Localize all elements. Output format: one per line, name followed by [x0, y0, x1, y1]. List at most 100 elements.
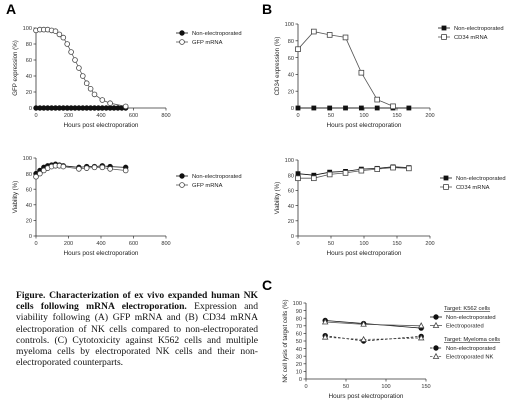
x-axis-title: Hours post electroporation	[327, 250, 402, 257]
y-tick-label: 80	[26, 172, 32, 178]
series-1	[295, 164, 412, 182]
y-tick-label: 100	[285, 22, 294, 28]
y-tick-label: 60	[288, 56, 294, 62]
panel-a-letter: A	[6, 1, 16, 17]
legend-label: GFP mRNA	[192, 183, 223, 189]
x-tick-label: 0	[34, 241, 37, 247]
y-axis-title: NK cell lysis of target cells (%)	[282, 299, 289, 382]
legend-label: Non-electroporated	[192, 31, 242, 37]
legend-marker	[443, 184, 449, 190]
data-point	[295, 46, 301, 52]
y-tick-label: 0	[29, 234, 32, 240]
data-point	[311, 105, 317, 111]
legend: Non-electroporated GFP mRNA	[176, 173, 242, 189]
y-axis-title: CD34 expression (%)	[274, 37, 281, 96]
data-point	[311, 175, 317, 182]
y-tick-label: 70	[296, 324, 302, 330]
x-tick-label: 150	[392, 241, 401, 247]
legend-marker	[179, 30, 185, 36]
legend-marker	[441, 25, 447, 31]
data-point	[326, 171, 333, 178]
legend-marker	[179, 173, 185, 179]
y-tick-label: 80	[296, 316, 302, 322]
x-tick-label: 0	[296, 241, 299, 247]
y-tick-label: 20	[288, 219, 294, 225]
y-tick-label: 0	[291, 106, 294, 112]
data-point	[83, 80, 90, 86]
x-tick-label: 0	[296, 113, 299, 119]
legend-label: Non-electroporated	[446, 315, 496, 321]
y-tick-label: 30	[296, 354, 302, 360]
caption-lead: Figure. Characterization of ex vivo expa…	[16, 290, 258, 313]
data-point	[33, 173, 39, 180]
data-point	[60, 163, 67, 170]
legend: Non-electroporated CD34 mRNA	[438, 25, 504, 41]
legend: Target: K562 cells Non-electroporated Elec…	[430, 306, 500, 361]
y-tick-label: 20	[296, 362, 302, 368]
x-tick-label: 200	[425, 241, 434, 247]
y-tick-label: 40	[296, 347, 302, 353]
x-tick-label: 150	[392, 113, 401, 119]
y-tick-label: 0	[291, 234, 294, 240]
series-1	[33, 163, 129, 180]
data-point	[321, 333, 329, 340]
data-point	[122, 167, 129, 174]
data-point	[83, 165, 90, 171]
y-tick-label: 60	[288, 189, 294, 195]
legend-label: Non-electroporated	[454, 26, 504, 32]
legend-label: Electroporated NK	[446, 355, 493, 361]
data-point	[342, 170, 349, 176]
chart-A-viability: 0 20 40 60 80 100 0 200 400 600 800 Hours post elec…	[12, 156, 242, 257]
x-axis-title: Hours post electroporation	[64, 250, 139, 257]
legend-label: Non-electroporated	[456, 176, 506, 182]
x-tick-label: 150	[421, 384, 430, 390]
chart-B-viability: 0 20 40 60 80 100 0 50 100 150 200 Hours post elect…	[274, 158, 506, 257]
y-axis-title: GFP expression (%)	[12, 40, 19, 96]
data-point	[99, 164, 106, 171]
y-tick-label: 20	[288, 89, 294, 95]
data-point	[60, 34, 67, 41]
legend-marker	[441, 34, 447, 40]
legend-group-title: Target: Myeloma cells	[444, 337, 500, 343]
legend-label: CD34 mRNA	[454, 35, 488, 41]
data-point	[343, 105, 348, 111]
series-1	[295, 28, 396, 110]
legend: Non-electroporated CD34 mRNA	[440, 175, 506, 191]
legend-marker	[433, 345, 439, 351]
data-point	[321, 318, 329, 325]
x-tick-label: 800	[161, 113, 170, 119]
data-point	[374, 166, 380, 172]
x-axis-title: Hours post electroporation	[64, 122, 139, 129]
data-point	[406, 165, 412, 172]
panel-b-letter: B	[262, 1, 272, 17]
x-axis-title: Hours post electroporation	[327, 122, 402, 129]
chart-A-expression: 0 20 40 60 80 100 0 200 400 600 800 Hours post elec…	[12, 26, 242, 129]
data-point	[327, 105, 333, 111]
y-tick-label: 40	[288, 73, 294, 79]
data-point	[87, 86, 94, 92]
y-tick-label: 10	[296, 370, 302, 376]
x-tick-label: 600	[129, 113, 138, 119]
data-point	[358, 105, 364, 111]
data-point	[72, 57, 78, 63]
y-tick-label: 100	[23, 156, 32, 162]
series-1	[33, 26, 129, 110]
data-point	[122, 103, 129, 110]
legend: Non-electroporated GFP mRNA	[176, 30, 242, 46]
data-point	[68, 49, 74, 55]
data-point	[374, 96, 380, 103]
legend-marker	[432, 321, 440, 328]
data-point	[360, 335, 367, 342]
x-tick-label: 200	[64, 241, 73, 247]
data-point	[107, 100, 113, 106]
panel-c-letter: C	[262, 277, 272, 293]
y-tick-label: 40	[288, 204, 294, 210]
data-point	[295, 175, 301, 182]
chart-B-expression: 0 20 40 60 80 100 0 50 100 150 200 Hours post elect…	[274, 22, 504, 129]
data-point	[91, 164, 98, 171]
y-tick-label: 80	[288, 39, 294, 45]
legend-label: Non-electroporated	[192, 174, 242, 180]
y-tick-label: 0	[299, 377, 302, 383]
caption-body: Expression and viability following (A) G…	[16, 301, 259, 369]
